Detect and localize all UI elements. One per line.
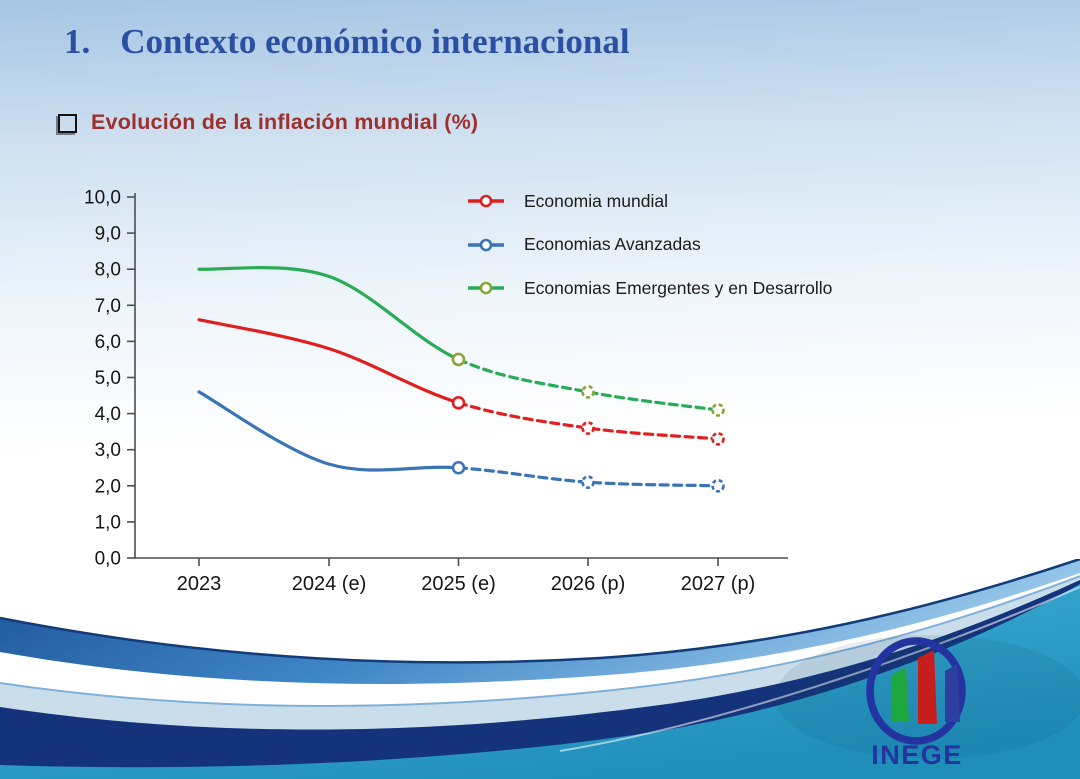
data-point-marker <box>451 460 466 475</box>
data-point-marker <box>711 478 725 493</box>
x-axis-tick-label: 2023 <box>177 573 222 595</box>
y-axis-tick-label: 0,0 <box>95 549 121 570</box>
data-point-marker <box>581 475 595 489</box>
inflation-line-chart: 0,0 1,0 2,0 3,0 4,0 5,0 6,0 7,0 8,0 9,0 10,0 2023 20… <box>60 180 800 630</box>
logo-bar-red-icon <box>918 650 937 724</box>
data-point-marker <box>451 352 466 367</box>
wave-pale-edge <box>0 575 1080 707</box>
checkbox-bullet-icon <box>58 114 77 133</box>
legend-item: Economias Avanzadas <box>468 234 832 255</box>
series-line-dashed <box>456 357 720 412</box>
y-axis-tick-label: 9,0 <box>95 224 121 245</box>
chart-canvas: 0,0 1,0 2,0 3,0 4,0 5,0 6,0 7,0 8,0 9,0 10,0 2023 20… <box>84 188 788 595</box>
wave-blue-ribbon-edge <box>0 559 1080 664</box>
legend-label: Economias Avanzadas <box>524 234 701 254</box>
logo-wordmark: INEGE <box>871 740 963 770</box>
legend-item: Economias Emergentes y en Desarrollo <box>468 278 832 298</box>
series-line-solid <box>197 390 461 472</box>
legend-label: Economia mundial <box>524 190 668 211</box>
y-axis-tick-label: 4,0 <box>95 404 121 425</box>
data-point-marker <box>451 395 466 410</box>
wave-teal-base <box>0 584 1080 779</box>
y-axis-tick-label: 7,0 <box>95 296 121 317</box>
legend-swatch-icon <box>468 238 504 251</box>
x-axis-tick-label: 2024 (e) <box>292 573 367 595</box>
slide-title: Contexto económico internacional <box>120 22 630 61</box>
y-axis-tick-label: 3,0 <box>95 440 121 461</box>
y-axis-tick-label: 10,0 <box>84 188 121 209</box>
x-axis-tick-label: 2026 (p) <box>551 573 626 595</box>
x-axis-tick-label: 2027 (p) <box>681 573 756 595</box>
logo-bar-green-icon <box>892 667 909 722</box>
data-point-marker <box>581 385 595 399</box>
x-axis-tick-label: 2025 (e) <box>421 573 496 595</box>
series-line-solid <box>197 266 461 362</box>
legend-item: Economia mundial <box>468 191 832 211</box>
legend-swatch-icon <box>468 281 504 295</box>
y-axis-tick-label: 8,0 <box>95 260 121 281</box>
section-heading: Evolución de la inflación mundial (%) <box>58 110 478 135</box>
legend-label: Economias Emergentes y en Desarrollo <box>524 277 833 298</box>
y-axis-tick-label: 5,0 <box>95 368 121 389</box>
logo-ellipse-icon <box>866 637 966 745</box>
slide-number: 1. <box>64 22 91 61</box>
series-line-solid <box>197 318 461 405</box>
data-point-marker <box>711 403 725 417</box>
y-axis-tick-label: 1,0 <box>95 512 121 533</box>
slide-header: 1. Contexto económico internacional <box>64 22 630 62</box>
inege-logo <box>866 637 966 745</box>
y-axis-tick-label: 6,0 <box>95 332 121 353</box>
logo-bar-blue-icon <box>945 664 960 722</box>
chart-legend: Economia mundial Economias Avanzadas Eco… <box>468 191 832 322</box>
legend-swatch-icon <box>468 194 504 208</box>
y-axis-tick-label: 2,0 <box>95 476 121 497</box>
chart-title: Evolución de la inflación mundial (%) <box>91 110 479 134</box>
wave-blue-ribbon <box>0 559 1080 684</box>
data-point-marker <box>581 421 595 435</box>
wave-teal-highlight <box>559 586 1080 752</box>
series-line-dashed <box>456 401 720 441</box>
data-point-marker <box>711 432 725 446</box>
